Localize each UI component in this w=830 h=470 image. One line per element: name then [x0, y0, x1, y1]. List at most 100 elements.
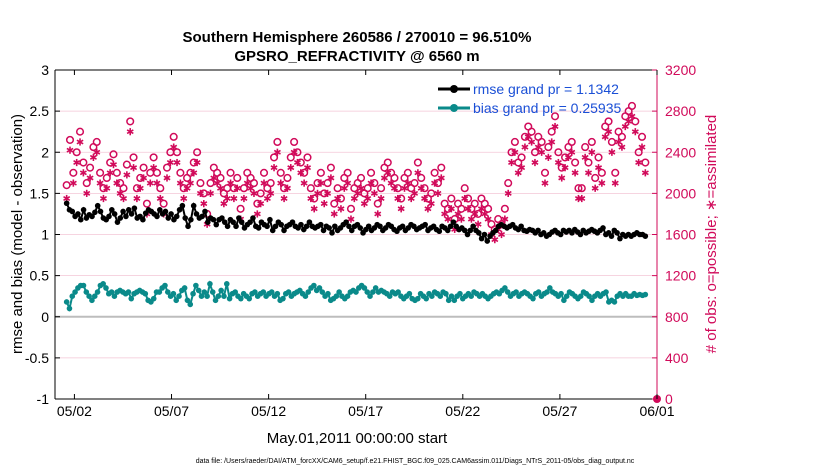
bias-point — [268, 289, 275, 295]
rmse-point — [236, 215, 242, 221]
bias-point — [252, 289, 258, 295]
obs-assimilated-point — [417, 184, 425, 192]
bias-point — [547, 285, 553, 291]
bias-point — [448, 293, 455, 299]
y-left-tick-label: 0 — [41, 309, 49, 325]
obs-assimilated-point — [521, 143, 529, 151]
obs-possible-point — [410, 179, 419, 188]
obs-possible-point — [637, 132, 647, 141]
obs-possible-point — [129, 153, 138, 162]
obs-assimilated-point — [334, 194, 342, 203]
rmse-point — [123, 213, 129, 220]
obs-assimilated-point — [140, 174, 148, 182]
rmse-point — [179, 202, 186, 209]
obs-assimilated-point — [133, 194, 141, 203]
obs-possible-point — [119, 184, 128, 193]
obs-assimilated-point — [594, 164, 603, 172]
bias-point — [198, 293, 205, 299]
x-tick-label: 05/07 — [154, 403, 189, 419]
rmse-point — [97, 208, 104, 215]
rmse-point — [346, 223, 352, 230]
obs-assimilated-point — [109, 160, 118, 169]
obs-assimilated-point — [350, 194, 358, 203]
bias-point — [603, 289, 609, 295]
obs-assimilated-point — [481, 210, 489, 218]
obs-assimilated-point — [290, 148, 298, 156]
obs-possible-point — [530, 148, 540, 157]
obs-assimilated-point — [581, 153, 589, 161]
obs-possible-point — [75, 127, 85, 136]
rmse-point — [210, 216, 217, 223]
obs-possible-point — [286, 153, 295, 162]
rmse-point — [250, 215, 256, 221]
obs-assimilated-point — [635, 158, 643, 167]
obs-assimilated-point — [390, 184, 398, 192]
obs-assimilated-point — [183, 184, 191, 192]
bias-point — [142, 290, 149, 297]
obs-possible-point — [156, 184, 165, 193]
obs-assimilated-point — [551, 122, 559, 131]
bias-point — [361, 285, 368, 291]
obs-assimilated-point — [354, 189, 362, 197]
obs-possible-point — [159, 199, 168, 208]
rmse-point — [450, 219, 457, 225]
obs-assimilated-point — [411, 189, 419, 197]
y-right-tick-label: 2800 — [665, 103, 696, 119]
rmse-point — [461, 227, 468, 234]
obs-possible-point — [417, 173, 426, 183]
bias-point — [156, 289, 163, 295]
rmse-point — [77, 216, 84, 223]
obs-possible-point — [82, 179, 91, 188]
bias-point — [319, 289, 326, 295]
obs-possible-point — [403, 168, 412, 177]
rmse-point — [399, 223, 406, 230]
obs-assimilated-point — [605, 128, 613, 136]
rmse-point — [608, 233, 615, 239]
bias-point — [285, 289, 292, 295]
obs-assimilated-point — [608, 148, 616, 156]
ticks-layer: 3 2.5 2 1.5 1 0.5 0 -0.5 -1 3200 2800 2400 2000 1600 1… — [25, 62, 696, 419]
legend: rmse grand pr = 1.1342 bias grand pr = 0… — [438, 81, 621, 116]
obs-assimilated-point — [367, 179, 375, 187]
rmse-point — [199, 213, 205, 220]
obs-possible-point — [236, 204, 245, 213]
obs-possible-point — [249, 179, 259, 188]
obs-assimilated-point — [508, 158, 516, 167]
obs-assimilated-point — [96, 179, 104, 187]
rmse-point — [326, 225, 332, 231]
obs-assimilated-point — [360, 200, 368, 208]
bias-point — [66, 305, 73, 312]
bias-point — [577, 293, 584, 299]
obs-assimilated-point — [220, 200, 228, 208]
data-file-footer: data file: /Users/raeder/DAI/ATM_forcXX/… — [196, 458, 635, 465]
obs-assimilated-point — [196, 189, 204, 197]
obs-assimilated-point — [280, 194, 288, 203]
rmse-point — [221, 219, 228, 225]
obs-assimilated-point — [206, 189, 215, 197]
obs-assimilated-point — [618, 143, 626, 151]
obs-possible-point — [604, 117, 613, 126]
obs-possible-point — [303, 153, 312, 162]
bias-point — [311, 282, 317, 289]
rmse-point — [238, 219, 245, 225]
obs-assimilated-point — [93, 148, 101, 156]
obs-assimilated-point — [344, 179, 352, 187]
bias-point — [316, 285, 323, 291]
obs-possible-point — [550, 112, 560, 121]
bias-point — [246, 295, 253, 302]
bias-point — [170, 290, 177, 297]
obs-possible-point — [226, 168, 235, 177]
obs-possible-point — [269, 153, 279, 162]
obs-assimilated-point — [524, 133, 532, 141]
rmse-point — [117, 215, 124, 221]
bias-point — [415, 295, 421, 302]
obs-assimilated-point — [136, 184, 144, 192]
rmse-point — [478, 235, 485, 242]
obs-assimilated-point — [260, 179, 268, 187]
obs-possible-point — [544, 143, 553, 152]
obs-assimilated-point — [384, 169, 392, 177]
obs-assimilated-point — [116, 189, 124, 197]
obs-assimilated-point — [564, 153, 572, 161]
y-left-tick-label: 3 — [41, 62, 49, 78]
